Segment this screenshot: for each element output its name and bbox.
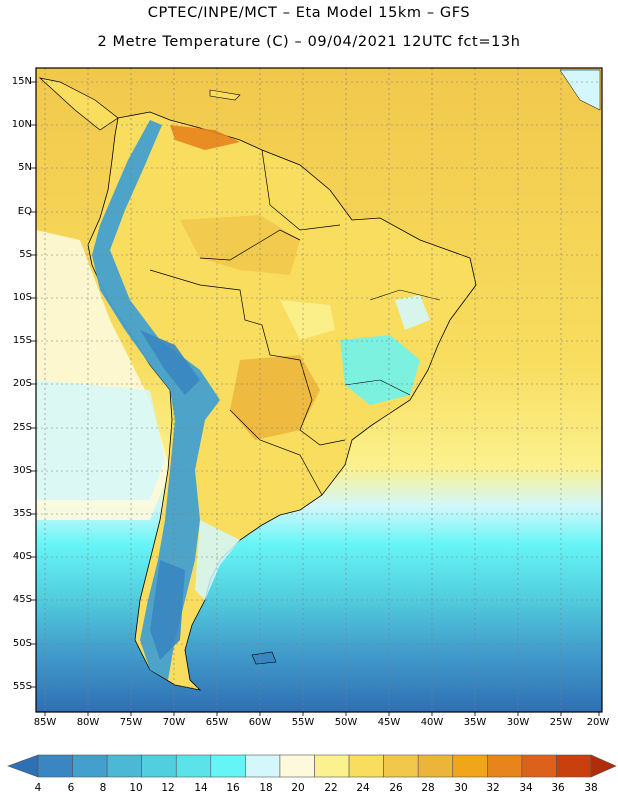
colorbar bbox=[7, 754, 617, 778]
colorbar-swatch bbox=[106, 754, 142, 778]
colorbar-swatch bbox=[487, 754, 523, 778]
colorbar-swatch bbox=[417, 754, 454, 778]
colorbar-swatch bbox=[383, 754, 419, 778]
colorbar-label: 38 bbox=[584, 782, 598, 794]
colorbar-swatch bbox=[72, 754, 108, 778]
graticule bbox=[36, 68, 602, 712]
lat-label: EQ bbox=[17, 206, 32, 217]
lat-label: 45S bbox=[12, 594, 32, 605]
lon-label: 65W bbox=[205, 717, 229, 728]
lat-label: 25S bbox=[12, 422, 32, 433]
colorbar-label: 24 bbox=[356, 782, 370, 794]
lat-label: 35S bbox=[12, 508, 32, 519]
map-frame bbox=[35, 67, 603, 713]
colorbar-label: 30 bbox=[454, 782, 468, 794]
colorbar-label: 32 bbox=[486, 782, 500, 794]
lat-label: 55S bbox=[12, 681, 32, 692]
colorbar-swatch bbox=[348, 754, 384, 778]
lat-label: 50S bbox=[12, 638, 32, 649]
colorbar-swatch bbox=[279, 754, 315, 778]
lon-label: 45W bbox=[377, 717, 401, 728]
colorbar-swatch bbox=[314, 754, 350, 778]
lon-label: 80W bbox=[76, 717, 100, 728]
lat-label: 10S bbox=[12, 292, 32, 303]
colorbar-label: 22 bbox=[324, 782, 338, 794]
chart-subtitle: 2 Metre Temperature (C) – 09/04/2021 12U… bbox=[97, 34, 521, 50]
lat-label: 30S bbox=[12, 465, 32, 476]
colorbar-label: 12 bbox=[161, 782, 175, 794]
lon-label: 55W bbox=[291, 717, 315, 728]
colorbar-swatch bbox=[141, 754, 177, 778]
lat-label: 20S bbox=[12, 378, 32, 389]
lat-label: 5S bbox=[19, 249, 32, 260]
lon-label: 25W bbox=[549, 717, 573, 728]
lon-label: 50W bbox=[334, 717, 358, 728]
colorbar-swatch bbox=[210, 754, 246, 778]
lat-label: 15N bbox=[11, 76, 32, 87]
colorbar-label: 28 bbox=[421, 782, 435, 794]
colorbar-label: 26 bbox=[389, 782, 403, 794]
andes-ridge bbox=[92, 120, 220, 680]
colorbar-label: 14 bbox=[194, 782, 208, 794]
colorbar-arrow-right bbox=[590, 754, 617, 778]
lon-label: 75W bbox=[119, 717, 143, 728]
chart-title: CPTEC/INPE/MCT – Eta Model 15km – GFS bbox=[147, 5, 471, 21]
lon-label: 60W bbox=[248, 717, 272, 728]
colorbar-label: 36 bbox=[551, 782, 565, 794]
colorbar-label: 4 bbox=[34, 782, 42, 794]
lat-label: 15S bbox=[12, 335, 32, 346]
colorbar-swatch bbox=[245, 754, 281, 778]
colorbar-swatch bbox=[556, 754, 592, 778]
colorbar-label: 20 bbox=[291, 782, 305, 794]
temperature-field bbox=[36, 68, 602, 712]
colorbar-label: 34 bbox=[519, 782, 533, 794]
colorbar-label: 18 bbox=[259, 782, 273, 794]
colorbar-arrow-left bbox=[7, 754, 39, 778]
lon-label: 85W bbox=[33, 717, 57, 728]
lat-label: 10N bbox=[11, 119, 32, 130]
lon-label: 30W bbox=[506, 717, 530, 728]
lon-label: 70W bbox=[162, 717, 186, 728]
lon-label: 35W bbox=[463, 717, 487, 728]
colorbar-swatch bbox=[37, 754, 73, 778]
colorbar-swatch bbox=[521, 754, 557, 778]
colorbar-label: 8 bbox=[99, 782, 107, 794]
lat-label: 5N bbox=[18, 162, 32, 173]
colorbar-label: 6 bbox=[67, 782, 75, 794]
colorbar-swatch bbox=[175, 754, 212, 778]
colorbar-label: 16 bbox=[226, 782, 240, 794]
lat-label: 40S bbox=[12, 551, 32, 562]
colorbar-swatch bbox=[452, 754, 488, 778]
lon-label: 40W bbox=[420, 717, 444, 728]
colorbar-label: 10 bbox=[129, 782, 143, 794]
axis-ticks bbox=[31, 81, 600, 716]
lon-label: 20W bbox=[586, 717, 610, 728]
